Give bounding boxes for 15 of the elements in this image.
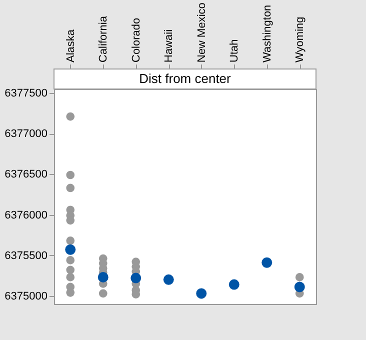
x-tick-label: Alaska [64,28,77,62]
x-tick-label: New Mexico [196,2,208,62]
x-tick-label: California [98,15,110,62]
y-tick-label: 6375500 [4,250,48,262]
y-tick-label: 6377500 [4,88,48,100]
x-tick-label: Utah [228,39,241,62]
y-tick-label: 6375000 [4,290,48,302]
x-tick-label: Wyoming [294,16,306,62]
x-tick-label: Hawaii [163,29,176,62]
y-tick-label: 6376500 [4,168,48,181]
y-tick-label: 6376000 [4,209,48,222]
chart-title: Dist from center [139,71,232,86]
x-tick-label: Colorado [130,18,142,62]
x-tick-label: Washington [261,4,274,62]
y-tick-label: 6377000 [4,128,48,140]
